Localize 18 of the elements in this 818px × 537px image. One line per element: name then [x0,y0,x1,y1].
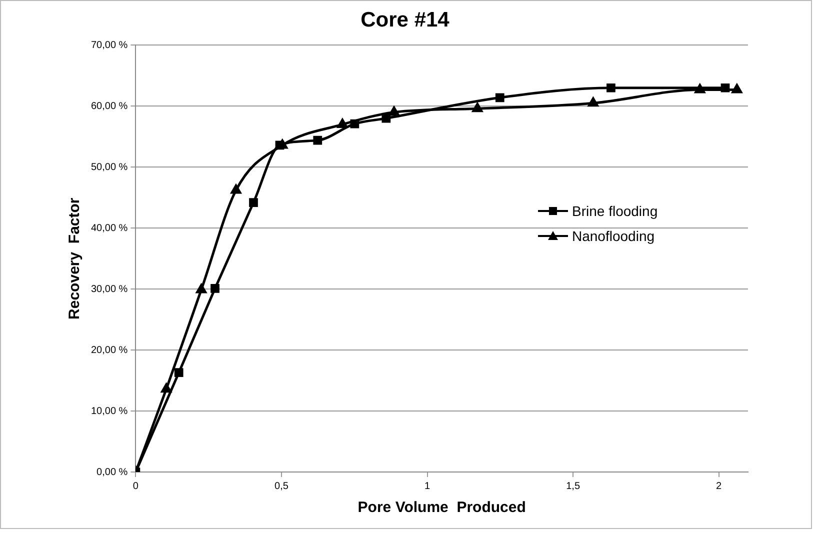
y-tick-label: 10,00 % [90,406,128,417]
x-tick-label: 1,5 [566,480,580,492]
x-tick-label: 0 [132,480,139,492]
chart-title: Core #14 [360,8,450,32]
x-tick-label: 1 [424,480,430,492]
y-axis-title: Recovery Factor [66,198,84,320]
y-tick-label: 60,00 % [90,100,128,112]
y-tick-label: 50,00 % [90,162,128,173]
y-tick-label: 40,00 % [90,222,128,234]
y-tick-label: 20,00 % [90,344,128,356]
y-tick-label: 70,00 % [90,40,128,51]
y-tick-label: 30,00 % [90,284,128,295]
y-tick-label: 0,00 % [96,466,128,478]
x-tick-label: 2 [716,480,722,492]
x-axis-title: Pore Volume Produced [358,499,526,516]
legend-label: Nanoflooding [572,228,655,244]
x-tick-label: 0,5 [274,480,289,492]
legend-label: Brine flooding [572,203,658,220]
